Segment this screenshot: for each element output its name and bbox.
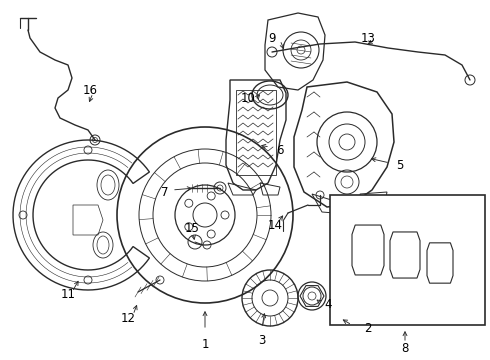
- Text: 11: 11: [60, 288, 75, 302]
- Bar: [330, 195, 485, 325]
- Text: 14: 14: [268, 219, 283, 231]
- Text: 15: 15: [185, 221, 199, 234]
- Text: 2: 2: [364, 321, 372, 334]
- Text: 16: 16: [82, 84, 98, 96]
- Text: 9: 9: [268, 32, 276, 45]
- Text: 3: 3: [258, 333, 266, 346]
- Text: 4: 4: [324, 298, 332, 311]
- Text: 7: 7: [161, 185, 169, 198]
- Text: 5: 5: [396, 158, 404, 171]
- Text: 1: 1: [201, 338, 209, 351]
- Text: 8: 8: [401, 342, 409, 355]
- Text: 10: 10: [241, 91, 255, 104]
- Text: 6: 6: [276, 144, 284, 157]
- Text: 13: 13: [361, 32, 375, 45]
- Text: 12: 12: [121, 311, 136, 324]
